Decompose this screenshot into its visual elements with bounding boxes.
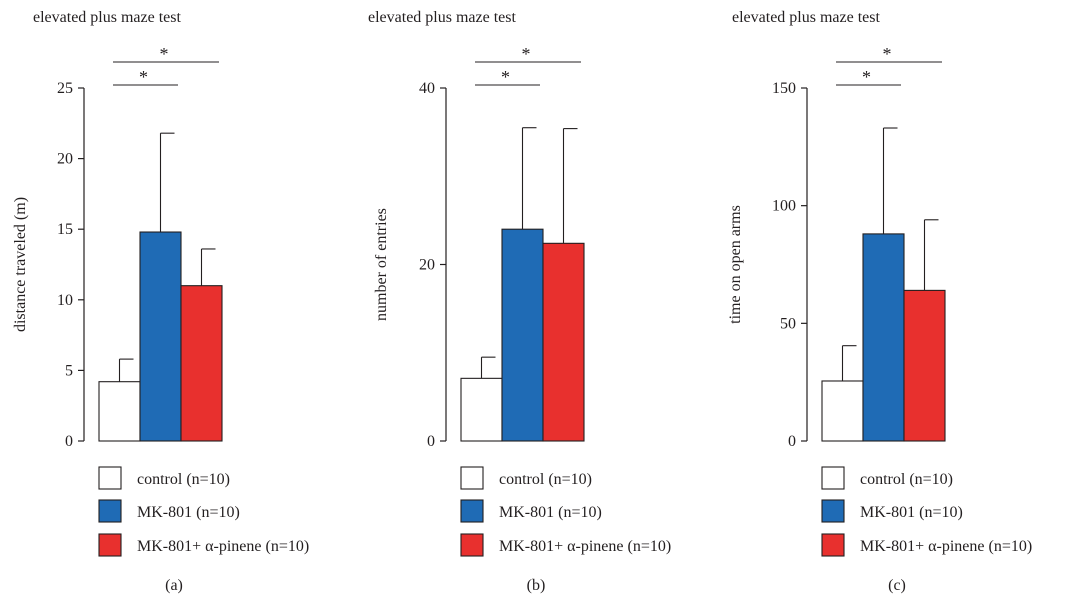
legend-swatch-1 (98, 466, 122, 490)
chart-panel-2: elevated plus maze test 0 20 40 number of en… (368, 9, 671, 594)
significance-star-1: * (139, 67, 148, 87)
legend-swatch-3 (98, 533, 122, 557)
chart-panel-3: elevated plus maze test 0 50 100 150 time on … (727, 9, 1032, 594)
bar-3 (903, 289, 946, 442)
bar-1 (98, 381, 141, 442)
significance-star-2: * (522, 44, 531, 64)
legend-label-1: control (n=10) (860, 471, 953, 488)
y-axis-label: time on open arms (727, 205, 744, 324)
bar-2 (501, 228, 544, 442)
panel-label: (a) (165, 577, 183, 594)
legend-swatch-1 (821, 466, 845, 490)
y-axis-label: distance traveled (m) (12, 197, 29, 332)
legend-swatch-2 (821, 499, 845, 523)
legend-label-1: control (n=10) (137, 471, 230, 488)
legend-swatch-2 (98, 499, 122, 523)
significance-star-2: * (160, 44, 169, 64)
y-tick-label: 0 (788, 433, 796, 450)
legend-label-3: MK-801+ α-pinene (n=10) (499, 538, 671, 555)
legend-label-1: control (n=10) (499, 471, 592, 488)
y-tick-label: 25 (57, 80, 73, 97)
chart-panel-1: elevated plus maze test 0 5 10 15 20 25 distanc… (12, 9, 309, 594)
legend-label-2: MK-801 (n=10) (860, 504, 963, 521)
panel-label: (b) (527, 577, 546, 594)
y-tick-label: 15 (57, 221, 73, 238)
chart-title: elevated plus maze test (732, 9, 880, 26)
legend-label-2: MK-801 (n=10) (499, 504, 602, 521)
chart-title: elevated plus maze test (33, 9, 181, 26)
panel-label: (c) (888, 577, 906, 594)
y-tick-label: 20 (419, 257, 435, 274)
y-axis-label: number of entries (373, 208, 390, 321)
legend-swatch-3 (460, 533, 484, 557)
bar-3 (542, 242, 585, 442)
y-tick-label: 20 (57, 151, 73, 168)
legend-label-2: MK-801 (n=10) (137, 504, 240, 521)
y-tick-label: 150 (772, 80, 796, 97)
y-tick-label: 50 (780, 315, 796, 332)
legend-swatch-1 (460, 466, 484, 490)
y-tick-label: 10 (57, 292, 73, 309)
bar-1 (460, 377, 503, 442)
legend-swatch-2 (460, 499, 484, 523)
legend-swatch-3 (821, 533, 845, 557)
y-tick-label: 0 (65, 433, 73, 450)
significance-star-1: * (862, 67, 871, 87)
bar-2 (862, 233, 905, 442)
bar-3 (180, 285, 223, 442)
y-tick-label: 5 (65, 362, 73, 379)
bar-2 (139, 231, 182, 442)
chart-title: elevated plus maze test (368, 9, 516, 26)
significance-star-1: * (501, 67, 510, 87)
y-tick-label: 0 (427, 433, 435, 450)
y-tick-label: 100 (772, 198, 796, 215)
legend-label-3: MK-801+ α-pinene (n=10) (860, 538, 1032, 555)
bar-1 (821, 380, 864, 442)
y-tick-label: 40 (419, 80, 435, 97)
legend-label-3: MK-801+ α-pinene (n=10) (137, 538, 309, 555)
significance-star-2: * (883, 44, 892, 64)
